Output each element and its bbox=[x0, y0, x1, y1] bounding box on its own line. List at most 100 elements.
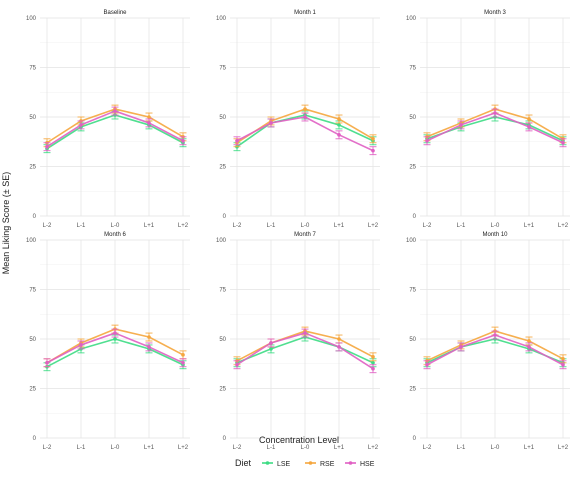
data-point bbox=[269, 347, 273, 351]
facet-panel: Month 6 0 25 50 75 100 L-2 L-1 L-0 L+1 L+2 bbox=[26, 232, 190, 451]
x-tick-label: L+2 bbox=[368, 223, 379, 229]
x-tick-label: L-2 bbox=[43, 223, 52, 229]
y-tick-label: 100 bbox=[216, 16, 227, 22]
legend-key-point bbox=[308, 461, 313, 465]
data-point bbox=[425, 362, 429, 367]
data-point bbox=[337, 133, 341, 137]
data-point bbox=[181, 138, 185, 143]
data-point bbox=[337, 337, 341, 341]
facet-panel: Month 1 0 25 50 75 100 L-2 L-1 L-0 L+1 L+2 bbox=[216, 10, 380, 229]
y-tick-label: 50 bbox=[409, 115, 416, 121]
data-point bbox=[147, 335, 151, 339]
facet-title: Month 10 bbox=[482, 232, 508, 238]
y-tick-label: 50 bbox=[409, 337, 416, 343]
data-point bbox=[113, 109, 117, 113]
legend-item-lse: LSE bbox=[262, 461, 291, 468]
y-tick-label: 25 bbox=[409, 387, 416, 393]
legend-label: RSE bbox=[320, 461, 335, 468]
data-point bbox=[45, 144, 49, 149]
data-point bbox=[303, 115, 307, 119]
data-point bbox=[235, 138, 239, 143]
x-tick-label: L-1 bbox=[457, 223, 466, 229]
y-tick-label: 0 bbox=[223, 214, 227, 220]
data-point bbox=[79, 123, 83, 127]
y-tick-label: 25 bbox=[219, 165, 226, 171]
data-point bbox=[303, 107, 307, 111]
y-tick-label: 100 bbox=[26, 238, 37, 244]
series-hse bbox=[43, 328, 187, 368]
data-point bbox=[147, 345, 151, 349]
legend-title: Diet bbox=[235, 458, 252, 468]
x-tick-label: L-0 bbox=[111, 445, 120, 451]
data-point bbox=[337, 123, 341, 127]
x-tick-label: L+1 bbox=[144, 223, 155, 229]
y-tick-label: 25 bbox=[409, 165, 416, 171]
legend-key-point bbox=[265, 461, 270, 465]
data-point bbox=[493, 333, 497, 337]
data-point bbox=[561, 357, 565, 361]
y-tick-label: 50 bbox=[29, 337, 36, 343]
data-point bbox=[235, 362, 239, 367]
y-tick-label: 100 bbox=[216, 238, 227, 244]
facet-panels: Baseline 0 25 50 75 100 L-2 L-1 L-0 L+1 L+2 Month 1… bbox=[26, 10, 570, 451]
data-point bbox=[493, 111, 497, 115]
data-point bbox=[527, 339, 531, 343]
data-point bbox=[113, 337, 117, 341]
x-tick-label: L+1 bbox=[334, 445, 345, 451]
data-point bbox=[45, 360, 49, 365]
x-tick-label: L-1 bbox=[267, 445, 276, 451]
x-tick-label: L-1 bbox=[457, 445, 466, 451]
data-point bbox=[527, 117, 531, 121]
data-point bbox=[425, 138, 429, 143]
data-point bbox=[459, 123, 463, 127]
y-tick-label: 25 bbox=[219, 387, 226, 393]
y-tick-label: 0 bbox=[413, 214, 417, 220]
x-tick-label: L-0 bbox=[301, 445, 310, 451]
legend: Diet LSE RSE HSE bbox=[235, 458, 375, 468]
x-tick-label: L+2 bbox=[178, 223, 189, 229]
y-tick-label: 75 bbox=[409, 288, 416, 294]
series-hse bbox=[233, 328, 377, 374]
x-tick-label: L+1 bbox=[524, 445, 535, 451]
y-tick-label: 100 bbox=[26, 16, 37, 22]
x-tick-label: L+1 bbox=[524, 223, 535, 229]
x-tick-label: L-0 bbox=[491, 223, 500, 229]
data-point bbox=[527, 125, 531, 129]
y-tick-label: 75 bbox=[219, 66, 226, 72]
y-tick-label: 50 bbox=[219, 115, 226, 121]
facet-title: Month 3 bbox=[484, 10, 506, 16]
x-axis-title: Concentration Level bbox=[259, 435, 339, 445]
x-tick-label: L+1 bbox=[144, 445, 155, 451]
x-tick-label: L+2 bbox=[368, 445, 379, 451]
facet-panel: Baseline 0 25 50 75 100 L-2 L-1 L-0 L+1 L+2 bbox=[26, 10, 190, 229]
y-axis-title: Mean Liking Score (± SE) bbox=[1, 172, 11, 274]
y-tick-label: 0 bbox=[223, 436, 227, 442]
data-point bbox=[371, 360, 375, 365]
data-point bbox=[337, 117, 341, 121]
y-tick-label: 50 bbox=[219, 337, 226, 343]
legend-key-point bbox=[348, 461, 353, 465]
data-point bbox=[303, 331, 307, 335]
facet-title: Month 6 bbox=[104, 232, 126, 238]
x-tick-label: L-2 bbox=[423, 445, 432, 451]
data-point bbox=[181, 360, 185, 365]
legend-label: LSE bbox=[277, 461, 291, 468]
y-tick-label: 100 bbox=[406, 16, 417, 22]
x-tick-label: L-0 bbox=[491, 445, 500, 451]
series-hse bbox=[423, 330, 567, 370]
series-hse bbox=[233, 112, 377, 156]
facet-title: Month 7 bbox=[294, 232, 316, 238]
y-tick-label: 0 bbox=[33, 436, 37, 442]
legend-item-hse: HSE bbox=[345, 461, 375, 468]
y-tick-label: 0 bbox=[413, 436, 417, 442]
data-point bbox=[269, 341, 273, 345]
y-tick-label: 75 bbox=[29, 66, 36, 72]
facet-panel: Month 7 0 25 50 75 100 L-2 L-1 L-0 L+1 L+2 bbox=[216, 232, 380, 451]
x-tick-label: L-0 bbox=[111, 223, 120, 229]
data-point bbox=[527, 345, 531, 349]
x-tick-label: L-1 bbox=[77, 223, 86, 229]
x-tick-label: L+1 bbox=[334, 223, 345, 229]
facet-title: Baseline bbox=[103, 10, 127, 16]
x-tick-label: L-0 bbox=[301, 223, 310, 229]
